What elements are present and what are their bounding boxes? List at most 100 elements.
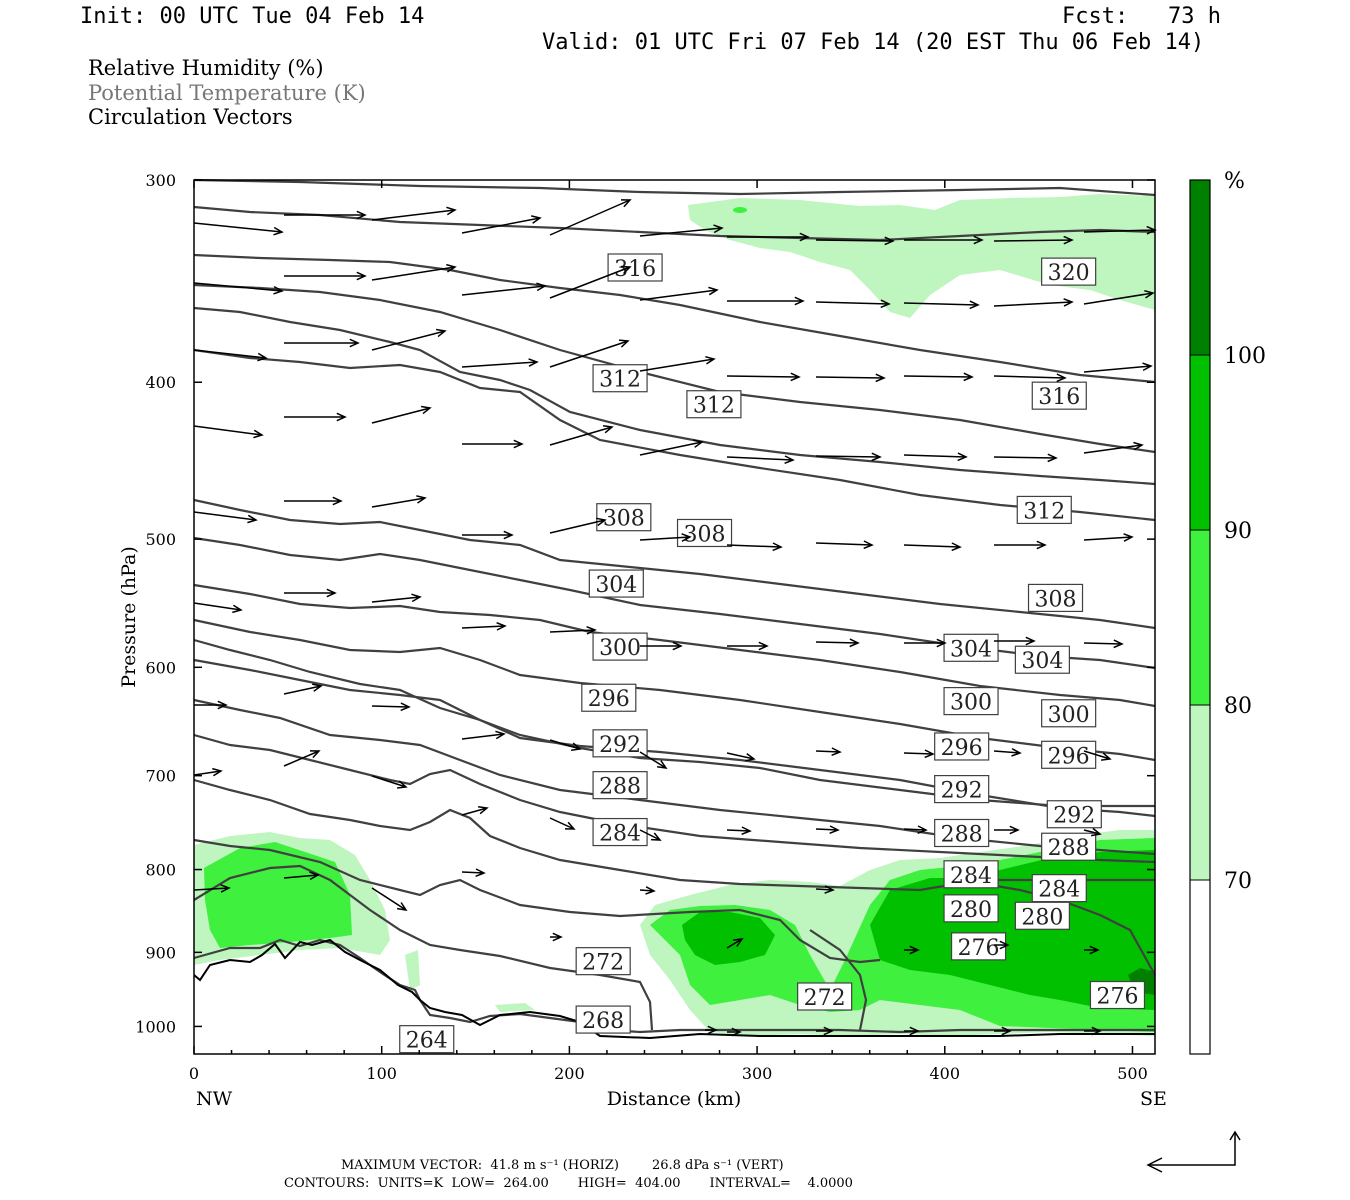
contour-label: 292 (1046, 800, 1102, 829)
contour-labels: 316 320 312 312 316 308 308 312 304 308 300 304 304 2… (399, 253, 1146, 1054)
vector-arrow (640, 641, 683, 651)
colorbar-segment (1190, 705, 1210, 880)
contour-line (193, 838, 881, 964)
vector-arrow (283, 871, 320, 881)
contour-label: 320 (1041, 257, 1097, 286)
contour-label: 268 (575, 1005, 631, 1034)
contour-label: 304 (588, 569, 644, 598)
vector-arrow (1083, 827, 1102, 837)
y-tick-label: 800 (145, 861, 176, 880)
svg-text:280: 280 (950, 898, 992, 923)
vector-arrow (371, 263, 457, 281)
vector-arrow (193, 349, 268, 362)
y-tick-label: 500 (145, 530, 176, 549)
svg-text:284: 284 (599, 822, 641, 847)
vector-arrow (994, 940, 1010, 950)
terrain-line (193, 938, 1155, 1040)
vector-arrow (904, 638, 947, 648)
contour-label: 304 (943, 633, 999, 662)
vector-arrow (726, 826, 752, 835)
svg-text:312: 312 (693, 394, 735, 419)
svg-text:308: 308 (1035, 587, 1077, 612)
svg-text:264: 264 (406, 1029, 448, 1054)
vector-arrow (461, 358, 539, 368)
vector-arrow (1083, 639, 1124, 649)
vector-arrow (726, 752, 756, 762)
contour-label: 312 (592, 364, 648, 393)
footer-max-vector: MAXIMUM VECTOR: 41.8 m s⁻¹ (HORIZ) 26.8 … (341, 1158, 784, 1173)
x-tick-label: 400 (930, 1064, 961, 1083)
reference-vector (1146, 1130, 1241, 1173)
contour-label: 280 (943, 894, 999, 923)
svg-text:316: 316 (614, 257, 656, 282)
vector-arrow (1083, 750, 1112, 761)
colorbar-level-label: 80 (1224, 694, 1252, 719)
vector-arrow (193, 767, 223, 777)
x-tick-label: 300 (742, 1064, 773, 1083)
vector-arrow (371, 328, 447, 351)
vector-arrow (904, 1026, 920, 1036)
vector-arrow (994, 636, 1036, 646)
x-tick-label: 500 (1117, 1064, 1148, 1083)
contour-label: 284 (592, 817, 648, 847)
vector-arrow (815, 638, 860, 648)
vector-arrow (903, 749, 935, 759)
y-tick-label: 700 (145, 767, 176, 786)
vector-arrow (903, 542, 962, 552)
y-tick-label: 400 (145, 373, 176, 392)
svg-text:300: 300 (599, 636, 641, 661)
svg-text:292: 292 (1053, 804, 1095, 829)
contour-line (193, 306, 1156, 486)
legend-potential-temperature: Potential Temperature (K) (88, 81, 366, 105)
vector-arrow (550, 932, 563, 942)
contour-line (193, 658, 1156, 818)
vector-arrow (461, 730, 506, 740)
contour-label: 288 (934, 818, 990, 847)
vector-arrow (726, 542, 783, 552)
contour-line (193, 638, 1155, 808)
vector-arrow (639, 533, 692, 542)
vector-arrow (815, 452, 882, 462)
vector-arrow (283, 683, 323, 695)
legend-relative-humidity: Relative Humidity (%) (88, 56, 324, 80)
svg-text:296: 296 (588, 687, 630, 712)
vector-arrow (815, 373, 886, 383)
contour-line (193, 938, 1155, 1034)
contour-line (193, 864, 654, 1031)
init-time: Init: 00 UTC Tue 04 Feb 14 (80, 4, 425, 29)
colorbar-level-label: 70 (1224, 869, 1252, 894)
vector-arrow (705, 1025, 718, 1035)
contour-label: 264 (399, 1025, 455, 1054)
svg-text:300: 300 (1048, 703, 1090, 728)
vector-arrow (371, 887, 408, 912)
vector-arrow (816, 1026, 834, 1036)
contour-label: 300 (1041, 699, 1097, 728)
vector-arrow (284, 210, 367, 220)
vector-arrow (549, 265, 632, 299)
vector-arrow (639, 224, 724, 237)
vector-arrow (371, 495, 427, 508)
svg-text:288: 288 (1048, 836, 1090, 861)
contour-line (193, 498, 1156, 630)
svg-text:296: 296 (941, 736, 983, 761)
vector-arrow (994, 825, 1020, 835)
vector-arrow (993, 748, 1022, 757)
vector-arrow (549, 425, 614, 446)
vector-arrow (726, 455, 795, 464)
y-tick-label: 1000 (135, 1017, 176, 1036)
vector-arrow (815, 299, 891, 309)
vector-arrow (639, 286, 719, 301)
vector-arrow (461, 622, 507, 631)
colorbar-unit: % (1224, 169, 1245, 194)
colorbar-segment (1190, 355, 1210, 530)
footer-contours: CONTOURS: UNITS=K LOW= 264.00 HIGH= 404.… (284, 1176, 853, 1191)
contour-label: 300 (943, 687, 999, 716)
vector-arrow (903, 300, 980, 310)
vector-arrow (461, 282, 547, 296)
valid-time: Valid: 01 UTC Fri 07 Feb 14 (20 EST Thu … (542, 30, 1205, 55)
vector-arrow (549, 339, 630, 368)
vector-arrow (284, 496, 343, 506)
vector-arrow (994, 540, 1047, 550)
vector-arrow (1084, 1026, 1102, 1036)
vector-arrow (193, 511, 258, 524)
